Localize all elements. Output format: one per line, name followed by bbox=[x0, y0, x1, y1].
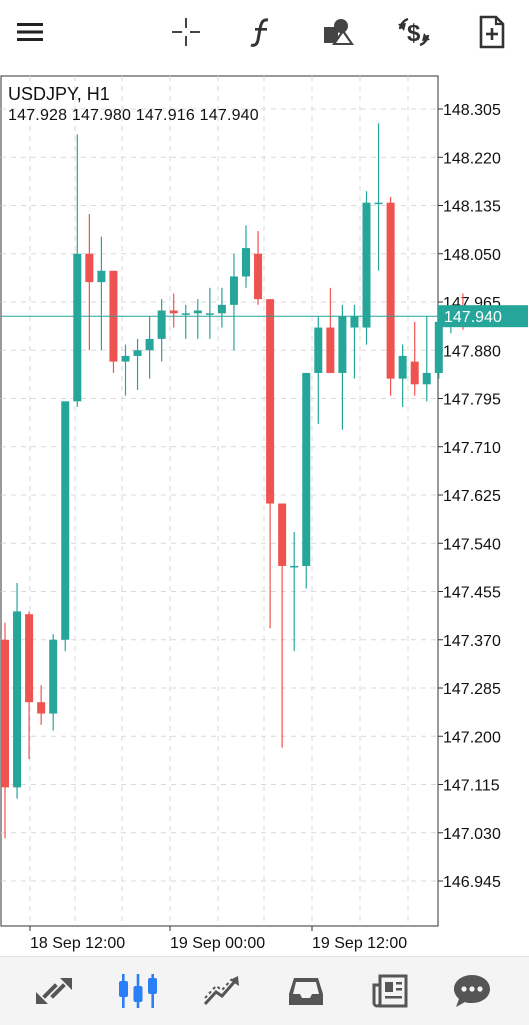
svg-text:$: $ bbox=[407, 20, 421, 47]
y-tick-label: 147.540 bbox=[443, 536, 501, 553]
candle-body bbox=[217, 304, 226, 314]
menu-icon[interactable] bbox=[10, 10, 50, 54]
y-tick-label: 147.880 bbox=[443, 343, 501, 360]
x-tick-label: 19 Sep 00:00 bbox=[170, 935, 265, 952]
trade-icon[interactable]: $ bbox=[394, 10, 434, 54]
chart-area[interactable]: 148.305 148.220 148.135 148.050 147.965 147.8… bbox=[0, 72, 529, 956]
candle-body bbox=[422, 372, 431, 385]
chart-symbol: USDJPY, H1 bbox=[8, 84, 110, 104]
y-tick-label: 148.050 bbox=[443, 247, 501, 264]
y-tick-label: 147.285 bbox=[443, 681, 501, 698]
plot-frame bbox=[0, 75, 439, 927]
candle-body bbox=[410, 361, 419, 385]
y-tick-label: 147.370 bbox=[443, 633, 501, 650]
current-price-tag bbox=[438, 305, 528, 328]
candle-body bbox=[278, 503, 287, 566]
chart-icon[interactable] bbox=[114, 967, 162, 1015]
x-tick-label: 19 Sep 12:00 bbox=[312, 935, 407, 952]
candle-body bbox=[145, 338, 154, 351]
history-icon[interactable] bbox=[282, 967, 330, 1015]
y-tick-label: 147.710 bbox=[443, 440, 501, 457]
candle-body bbox=[434, 321, 443, 373]
y-tick-label: 148.220 bbox=[443, 150, 501, 167]
candle-body bbox=[73, 253, 82, 402]
candle-body bbox=[205, 313, 214, 315]
objects-icon[interactable] bbox=[318, 10, 358, 54]
new-order-icon[interactable] bbox=[472, 10, 512, 54]
candle-body bbox=[49, 639, 58, 714]
candlestick-chart[interactable]: 148.305148.220148.135148.050147.965147.8… bbox=[0, 72, 529, 956]
candle-body bbox=[37, 702, 46, 714]
candle-body bbox=[61, 401, 70, 640]
candle-body bbox=[398, 355, 407, 379]
y-tick-label: 146.945 bbox=[443, 874, 501, 891]
candle-body bbox=[1, 639, 9, 788]
candle-body bbox=[181, 313, 190, 315]
candle-body bbox=[374, 202, 383, 205]
candle-body bbox=[266, 299, 275, 504]
candle-body bbox=[314, 327, 323, 373]
candle-body bbox=[290, 565, 299, 568]
candle-body bbox=[121, 355, 130, 362]
y-tick-label: 147.200 bbox=[443, 729, 501, 746]
candle-body bbox=[133, 350, 142, 356]
bottom-navigation bbox=[0, 956, 529, 1025]
candle-body bbox=[350, 316, 359, 328]
trade-tab-icon[interactable] bbox=[198, 967, 246, 1015]
y-tick-label: 147.795 bbox=[443, 392, 501, 409]
crosshair-icon[interactable] bbox=[166, 10, 206, 54]
candle-body bbox=[169, 310, 178, 314]
news-icon[interactable] bbox=[366, 967, 414, 1015]
candle-body bbox=[193, 310, 202, 314]
y-tick-label: 147.455 bbox=[443, 585, 501, 602]
indicators-icon[interactable] bbox=[242, 10, 282, 54]
y-tick-label: 147.625 bbox=[443, 488, 501, 505]
candle-body bbox=[13, 611, 22, 788]
candle-body bbox=[85, 253, 94, 283]
x-tick-label: 18 Sep 12:00 bbox=[30, 935, 125, 952]
current-price-label: 147.940 bbox=[444, 309, 502, 326]
candle-body bbox=[229, 276, 238, 305]
y-tick-label: 147.115 bbox=[443, 778, 500, 795]
candle-body bbox=[338, 316, 347, 373]
candle-body bbox=[254, 253, 263, 300]
candle-body bbox=[362, 202, 371, 328]
candle-body bbox=[326, 327, 335, 373]
messages-icon[interactable] bbox=[448, 967, 496, 1015]
y-tick-label: 147.030 bbox=[443, 826, 501, 843]
top-toolbar: $ bbox=[0, 0, 529, 64]
candle-body bbox=[242, 248, 250, 277]
quotes-icon[interactable] bbox=[30, 967, 78, 1015]
candle-body bbox=[25, 614, 34, 703]
candle-body bbox=[97, 270, 106, 283]
candle-body bbox=[386, 202, 395, 379]
candle-body bbox=[302, 372, 311, 566]
chart-ohlc: 147.928 147.980 147.916 147.940 bbox=[8, 107, 259, 124]
y-tick-label: 148.135 bbox=[443, 199, 501, 216]
candle-body bbox=[157, 310, 166, 339]
y-tick-label: 148.305 bbox=[443, 102, 501, 119]
